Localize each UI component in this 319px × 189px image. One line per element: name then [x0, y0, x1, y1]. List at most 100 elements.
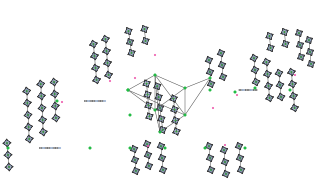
Circle shape — [98, 79, 99, 80]
Circle shape — [226, 172, 227, 173]
Circle shape — [290, 85, 291, 86]
Circle shape — [160, 127, 161, 128]
Circle shape — [219, 66, 220, 67]
Circle shape — [287, 44, 288, 45]
Circle shape — [95, 67, 96, 69]
Circle shape — [158, 106, 159, 107]
Circle shape — [163, 158, 164, 159]
Circle shape — [146, 31, 147, 32]
Circle shape — [256, 81, 257, 83]
Circle shape — [55, 91, 56, 92]
Circle shape — [270, 101, 271, 102]
Circle shape — [92, 40, 93, 41]
Circle shape — [94, 55, 95, 57]
Circle shape — [208, 171, 209, 172]
Circle shape — [240, 149, 241, 150]
Circle shape — [159, 171, 160, 172]
Circle shape — [213, 156, 214, 157]
Circle shape — [221, 51, 222, 52]
Circle shape — [224, 173, 225, 174]
Circle shape — [311, 53, 312, 54]
Circle shape — [145, 142, 146, 143]
Circle shape — [213, 70, 214, 71]
Circle shape — [311, 55, 312, 56]
Circle shape — [43, 94, 44, 95]
Circle shape — [39, 85, 40, 86]
Circle shape — [54, 91, 55, 92]
Circle shape — [44, 83, 45, 84]
Circle shape — [27, 111, 28, 112]
Circle shape — [280, 87, 281, 88]
Circle shape — [26, 88, 27, 89]
Circle shape — [27, 112, 28, 113]
Circle shape — [221, 64, 223, 66]
Circle shape — [31, 102, 32, 103]
Circle shape — [135, 152, 136, 153]
Circle shape — [155, 97, 156, 98]
Circle shape — [148, 40, 149, 41]
Circle shape — [209, 73, 210, 74]
Circle shape — [222, 63, 223, 64]
Circle shape — [300, 58, 301, 59]
Circle shape — [147, 41, 148, 42]
Circle shape — [147, 85, 148, 86]
Circle shape — [220, 61, 221, 62]
Circle shape — [42, 105, 43, 106]
Circle shape — [133, 40, 134, 41]
Circle shape — [268, 44, 269, 45]
Circle shape — [159, 109, 160, 110]
Circle shape — [228, 160, 229, 161]
Circle shape — [42, 83, 43, 84]
Circle shape — [170, 98, 171, 99]
Circle shape — [26, 99, 27, 100]
Circle shape — [280, 75, 281, 76]
Circle shape — [98, 78, 99, 79]
Circle shape — [285, 41, 286, 42]
Circle shape — [133, 54, 134, 55]
Circle shape — [145, 95, 146, 96]
Circle shape — [145, 156, 146, 157]
Circle shape — [211, 168, 212, 169]
Circle shape — [298, 41, 299, 42]
Circle shape — [24, 91, 25, 92]
Circle shape — [294, 110, 295, 111]
Circle shape — [11, 167, 12, 168]
Circle shape — [52, 147, 53, 149]
Circle shape — [41, 116, 42, 117]
Circle shape — [137, 171, 138, 172]
Circle shape — [134, 168, 135, 169]
Circle shape — [256, 56, 257, 57]
Circle shape — [53, 95, 54, 96]
Circle shape — [219, 65, 220, 66]
Circle shape — [52, 107, 53, 108]
Circle shape — [222, 76, 224, 77]
Circle shape — [254, 66, 255, 67]
Circle shape — [227, 160, 228, 161]
Circle shape — [163, 132, 164, 133]
Circle shape — [145, 32, 146, 33]
Circle shape — [126, 43, 127, 44]
Circle shape — [251, 57, 252, 58]
Circle shape — [29, 91, 30, 92]
Circle shape — [147, 39, 148, 40]
Circle shape — [29, 117, 30, 118]
Circle shape — [7, 168, 8, 169]
Circle shape — [139, 169, 140, 170]
Circle shape — [160, 120, 161, 121]
Circle shape — [38, 108, 39, 109]
Circle shape — [163, 160, 164, 161]
Circle shape — [105, 47, 106, 48]
Circle shape — [244, 147, 246, 149]
Circle shape — [312, 38, 313, 39]
Circle shape — [55, 120, 56, 121]
Circle shape — [97, 66, 98, 67]
Circle shape — [270, 72, 271, 73]
Circle shape — [254, 67, 255, 68]
Circle shape — [165, 156, 166, 157]
Circle shape — [210, 85, 211, 86]
Circle shape — [253, 67, 254, 68]
Circle shape — [52, 105, 53, 106]
Circle shape — [148, 165, 150, 167]
Circle shape — [165, 129, 166, 130]
Circle shape — [6, 145, 7, 146]
